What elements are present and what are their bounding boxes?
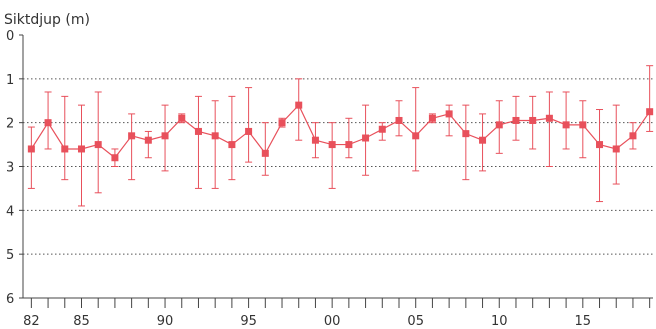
- error-bar-2017: [612, 104, 620, 185]
- data-point-1999: [311, 136, 319, 144]
- x-tick-label-82: 82: [23, 314, 40, 329]
- error-bar-2013: [545, 91, 553, 167]
- data-point-1986: [94, 141, 102, 149]
- error-bar-2014: [562, 91, 570, 150]
- data-point-2013: [545, 114, 553, 122]
- error-bars: [27, 65, 654, 207]
- x-tick-label-10: 10: [491, 314, 508, 329]
- data-point-2019: [646, 108, 654, 116]
- data-point-2010: [495, 121, 503, 129]
- data-point-2008: [462, 130, 470, 138]
- axes: [19, 34, 653, 299]
- error-bar-2001: [345, 117, 353, 159]
- error-bar-1989: [144, 130, 152, 159]
- data-point-1988: [128, 132, 136, 140]
- error-bar-2005: [412, 87, 420, 172]
- data-point-2017: [612, 145, 620, 153]
- data-point-1985: [77, 145, 85, 153]
- data-point-1989: [144, 136, 152, 144]
- error-bar-1992: [194, 95, 202, 189]
- x-ticks: 82 85 90 95 00 05 10 15: [23, 298, 651, 329]
- data-point-2015: [579, 121, 587, 129]
- data-point-1992: [194, 127, 202, 135]
- y-tick-label-4: 4: [6, 204, 14, 219]
- error-bar-1984: [61, 95, 69, 181]
- error-bar-1995: [245, 87, 253, 163]
- y-axis-label: Siktdjup (m): [4, 12, 90, 28]
- y-tick-label-6: 6: [6, 292, 14, 307]
- data-point-1984: [61, 145, 69, 153]
- y-tick-label-5: 5: [6, 248, 14, 263]
- data-point-1987: [111, 154, 119, 162]
- data-point-2004: [395, 116, 403, 124]
- error-bar-1994: [228, 95, 236, 181]
- x-tick-label-90: 90: [157, 314, 174, 329]
- data-point-1996: [261, 149, 269, 157]
- data-points: [27, 101, 654, 162]
- data-point-1998: [295, 101, 303, 109]
- error-bar-2000: [328, 122, 336, 189]
- error-bar-1988: [128, 113, 136, 181]
- data-point-2011: [512, 116, 520, 124]
- y-tick-labels: 0 1 2 3 4 5 6: [6, 29, 14, 307]
- y-tick-label-3: 3: [6, 161, 14, 176]
- y-tick-label-0: 0: [6, 29, 14, 44]
- error-bar-2019: [646, 65, 654, 132]
- data-point-2001: [345, 141, 353, 149]
- data-point-1995: [245, 127, 253, 135]
- data-point-1983: [44, 119, 52, 127]
- x-tick-label-15: 15: [575, 314, 592, 329]
- data-point-2005: [412, 132, 420, 140]
- x-tick-label-85: 85: [73, 314, 90, 329]
- error-bar-2007: [445, 104, 453, 137]
- data-point-1991: [178, 114, 186, 122]
- x-tick-label-00: 00: [324, 314, 341, 329]
- data-point-2007: [445, 110, 453, 118]
- error-bar-1985: [77, 104, 85, 207]
- x-tick-label-05: 05: [407, 314, 424, 329]
- data-point-2012: [529, 116, 537, 124]
- error-bar-1993: [211, 100, 219, 189]
- data-point-2018: [629, 132, 637, 140]
- data-point-2006: [428, 114, 436, 122]
- data-point-2000: [328, 141, 336, 149]
- error-bar-2015: [579, 100, 587, 159]
- data-point-2014: [562, 121, 570, 129]
- error-bar-1996: [261, 122, 269, 176]
- x-tick-label-95: 95: [240, 314, 257, 329]
- error-bar-2008: [462, 104, 470, 181]
- data-point-2003: [378, 125, 386, 133]
- data-point-2009: [479, 136, 487, 144]
- data-point-1997: [278, 119, 286, 127]
- error-bar-2016: [596, 109, 604, 203]
- data-point-1993: [211, 132, 219, 140]
- y-tick-label-2: 2: [6, 117, 14, 132]
- data-point-1982: [27, 145, 35, 153]
- y-tick-label-1: 1: [6, 73, 14, 88]
- error-bar-1982: [27, 126, 35, 189]
- data-point-1990: [161, 132, 169, 140]
- series-line: [30, 104, 651, 159]
- series-line-0: [30, 104, 651, 159]
- data-point-1994: [228, 141, 236, 149]
- data-point-2016: [596, 141, 604, 149]
- data-point-2002: [362, 134, 370, 142]
- error-bar-1998: [295, 78, 303, 141]
